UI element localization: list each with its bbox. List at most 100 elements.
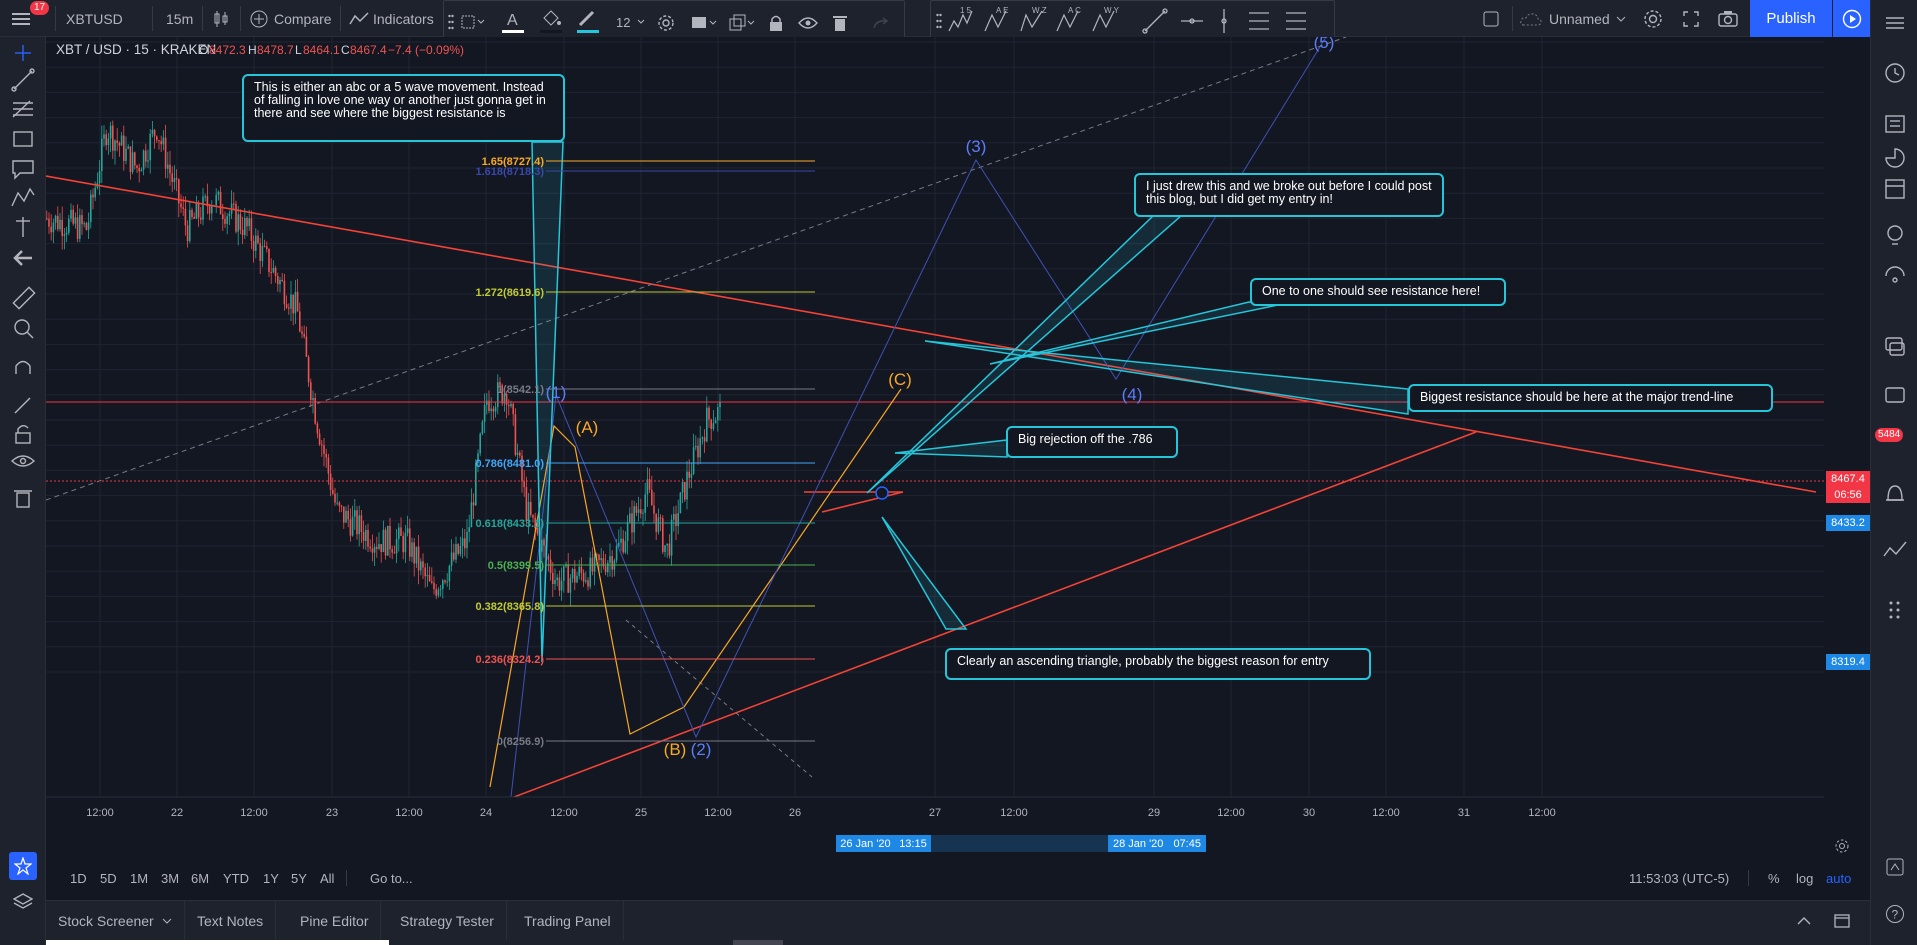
callout-ascending-triangle[interactable]: Clearly an ascending triangle, probably … — [945, 648, 1371, 680]
chart-settings-gear-icon[interactable] — [1832, 836, 1852, 856]
camera-icon[interactable] — [1716, 7, 1740, 31]
percent-scale-toggle[interactable]: % — [1768, 870, 1780, 886]
play-icon[interactable] — [1833, 0, 1870, 37]
font-size-select[interactable]: 12 — [616, 15, 631, 30]
fib-extension[interactable]: 1.65(8727.4)1.618(8718.3) 1.272(8619.6) 1(… — [476, 156, 816, 748]
wave-label-b[interactable]: (B) — [664, 740, 687, 759]
wave-label-w5[interactable]: (5) — [1314, 37, 1335, 52]
range-1d[interactable]: 1D — [70, 870, 87, 886]
dashed-diagonal[interactable] — [625, 619, 813, 778]
wave-label-w4[interactable]: (4) — [1122, 385, 1143, 404]
line-tool-icons[interactable] — [1141, 5, 1331, 37]
candle-body — [642, 512, 644, 514]
collapse-chevron-up-icon[interactable] — [1794, 911, 1814, 931]
clock-timezone[interactable]: 11:53:03 (UTC-5) — [1629, 870, 1730, 886]
range-all[interactable]: All — [320, 870, 335, 886]
drag-handle-icon[interactable] — [934, 11, 944, 31]
publish-button[interactable]: Publish — [1750, 0, 1832, 37]
compare-plus-icon[interactable] — [248, 8, 270, 30]
abc-wave-path[interactable] — [489, 388, 902, 788]
range-1y[interactable]: 1Y — [263, 870, 279, 886]
range-3m[interactable]: 3M — [161, 870, 180, 886]
wave-label-w3[interactable]: (3) — [966, 137, 987, 156]
range-5d[interactable]: 5D — [100, 870, 117, 886]
callout-pointer-abc[interactable] — [531, 141, 564, 663]
dashed-channel-line[interactable] — [46, 37, 1347, 501]
callout-one-to-one[interactable]: One to one should see resistance here! — [1250, 278, 1506, 306]
interval-button[interactable]: 15m — [166, 10, 194, 27]
tab-trading-panel[interactable]: Trading Panel — [512, 901, 624, 941]
compare-button[interactable]: Compare — [274, 10, 332, 27]
fib-level-label: 0.382(8365.8) — [476, 601, 545, 613]
drag-handle-icon[interactable] — [446, 12, 456, 32]
settings-gear-icon[interactable] — [1641, 7, 1665, 31]
major-trendline[interactable] — [46, 175, 1817, 493]
magnet-icon — [15, 360, 31, 374]
ascending-support-line[interactable] — [492, 431, 1477, 806]
chevron-down-icon[interactable] — [636, 17, 646, 27]
horizontal-scrollbar-track[interactable] — [46, 940, 1870, 945]
redo-icon[interactable] — [869, 11, 893, 35]
layout-name-button[interactable]: Unnamed — [1549, 10, 1610, 27]
range-5y[interactable]: 5Y — [291, 870, 307, 886]
impulse-wave-path[interactable] — [510, 37, 1327, 798]
eye-icon[interactable] — [796, 11, 820, 35]
candle-body — [719, 401, 721, 408]
horizontal-scrollbar-thumb[interactable] — [46, 940, 389, 945]
elliott-tool-label: W Y — [1104, 6, 1120, 15]
layout-square-icon[interactable] — [1480, 8, 1502, 30]
favorites-star-icon[interactable] — [9, 852, 37, 880]
wave-label-w1[interactable]: (1) — [546, 383, 567, 402]
callout-abc-or-five-wave[interactable]: This is either an abc or a 5 wave moveme… — [242, 74, 565, 142]
range-6m[interactable]: 6M — [191, 870, 210, 886]
range-ytd[interactable]: YTD — [223, 870, 249, 886]
visual-order-icon[interactable] — [689, 11, 719, 35]
widget-icons[interactable] — [1881, 8, 1909, 568]
dots-grid-icon[interactable] — [1883, 598, 1907, 622]
maximize-panel-icon[interactable] — [1832, 911, 1852, 931]
menu-icon[interactable] — [10, 9, 32, 29]
template-icon[interactable] — [458, 11, 488, 33]
drawing-tool-icons[interactable] — [8, 41, 38, 511]
indicators-icon[interactable] — [348, 8, 370, 30]
callout-breakout[interactable]: I just drew this and we broke out before… — [1134, 173, 1444, 217]
help-icon[interactable]: ? — [1883, 902, 1907, 926]
elliott-wave-tool-icons[interactable]: 1 5 A E W Z A C W Y — [946, 3, 1126, 37]
fill-bucket-icon[interactable] — [537, 7, 565, 37]
log-scale-toggle[interactable]: log — [1796, 870, 1814, 886]
auto-scale-toggle[interactable]: auto — [1826, 870, 1852, 886]
time-axis-bg[interactable] — [46, 797, 1824, 830]
symbol-search-button[interactable]: XBTUSD — [66, 10, 123, 27]
order-panel-icon[interactable] — [1883, 855, 1907, 879]
horizontal-scrollbar-handle[interactable] — [733, 940, 783, 945]
range-1m[interactable]: 1M — [130, 870, 149, 886]
lock-icon[interactable] — [764, 11, 788, 35]
settings-gear-icon[interactable] — [654, 11, 678, 35]
clone-icon[interactable] — [727, 11, 757, 35]
candles-style-icon[interactable] — [210, 8, 232, 30]
fullscreen-icon[interactable] — [1679, 7, 1703, 31]
layers-icon[interactable] — [9, 887, 37, 915]
chevron-down-icon[interactable] — [1614, 10, 1628, 28]
tab-text-notes[interactable]: Text Notes — [185, 901, 277, 941]
callout-rejection-786[interactable]: Big rejection off the .786 — [1006, 426, 1178, 458]
tab-stock-screener[interactable]: Stock Screener — [46, 901, 185, 941]
callout-trendline-resistance[interactable]: Biggest resistance should be here at the… — [1408, 384, 1773, 412]
candle-body — [703, 437, 706, 442]
wave-label-a[interactable]: (A) — [576, 418, 599, 437]
wave-label-c[interactable]: (C) — [888, 370, 912, 389]
goto-date-button[interactable]: Go to... — [370, 870, 413, 886]
callout-pointer-triangle[interactable] — [881, 516, 968, 630]
tab-pine-editor[interactable]: Pine Editor — [288, 901, 382, 941]
indicators-button[interactable]: Indicators — [373, 10, 434, 27]
triangle-close[interactable] — [821, 491, 904, 513]
price-chart[interactable]: 1.65(8727.4)1.618(8718.3) 1.272(8619.6) 1(… — [46, 37, 1824, 830]
cloud-icon[interactable] — [1518, 8, 1544, 30]
wave-label-w2[interactable]: (2) — [691, 740, 712, 759]
text-color-icon[interactable]: A — [499, 7, 527, 37]
trash-icon[interactable] — [828, 11, 852, 35]
tab-strategy-tester[interactable]: Strategy Tester — [388, 901, 507, 941]
anchor-handle[interactable] — [875, 486, 889, 500]
pencil-color-icon[interactable] — [574, 7, 602, 37]
candle-body — [585, 580, 587, 582]
